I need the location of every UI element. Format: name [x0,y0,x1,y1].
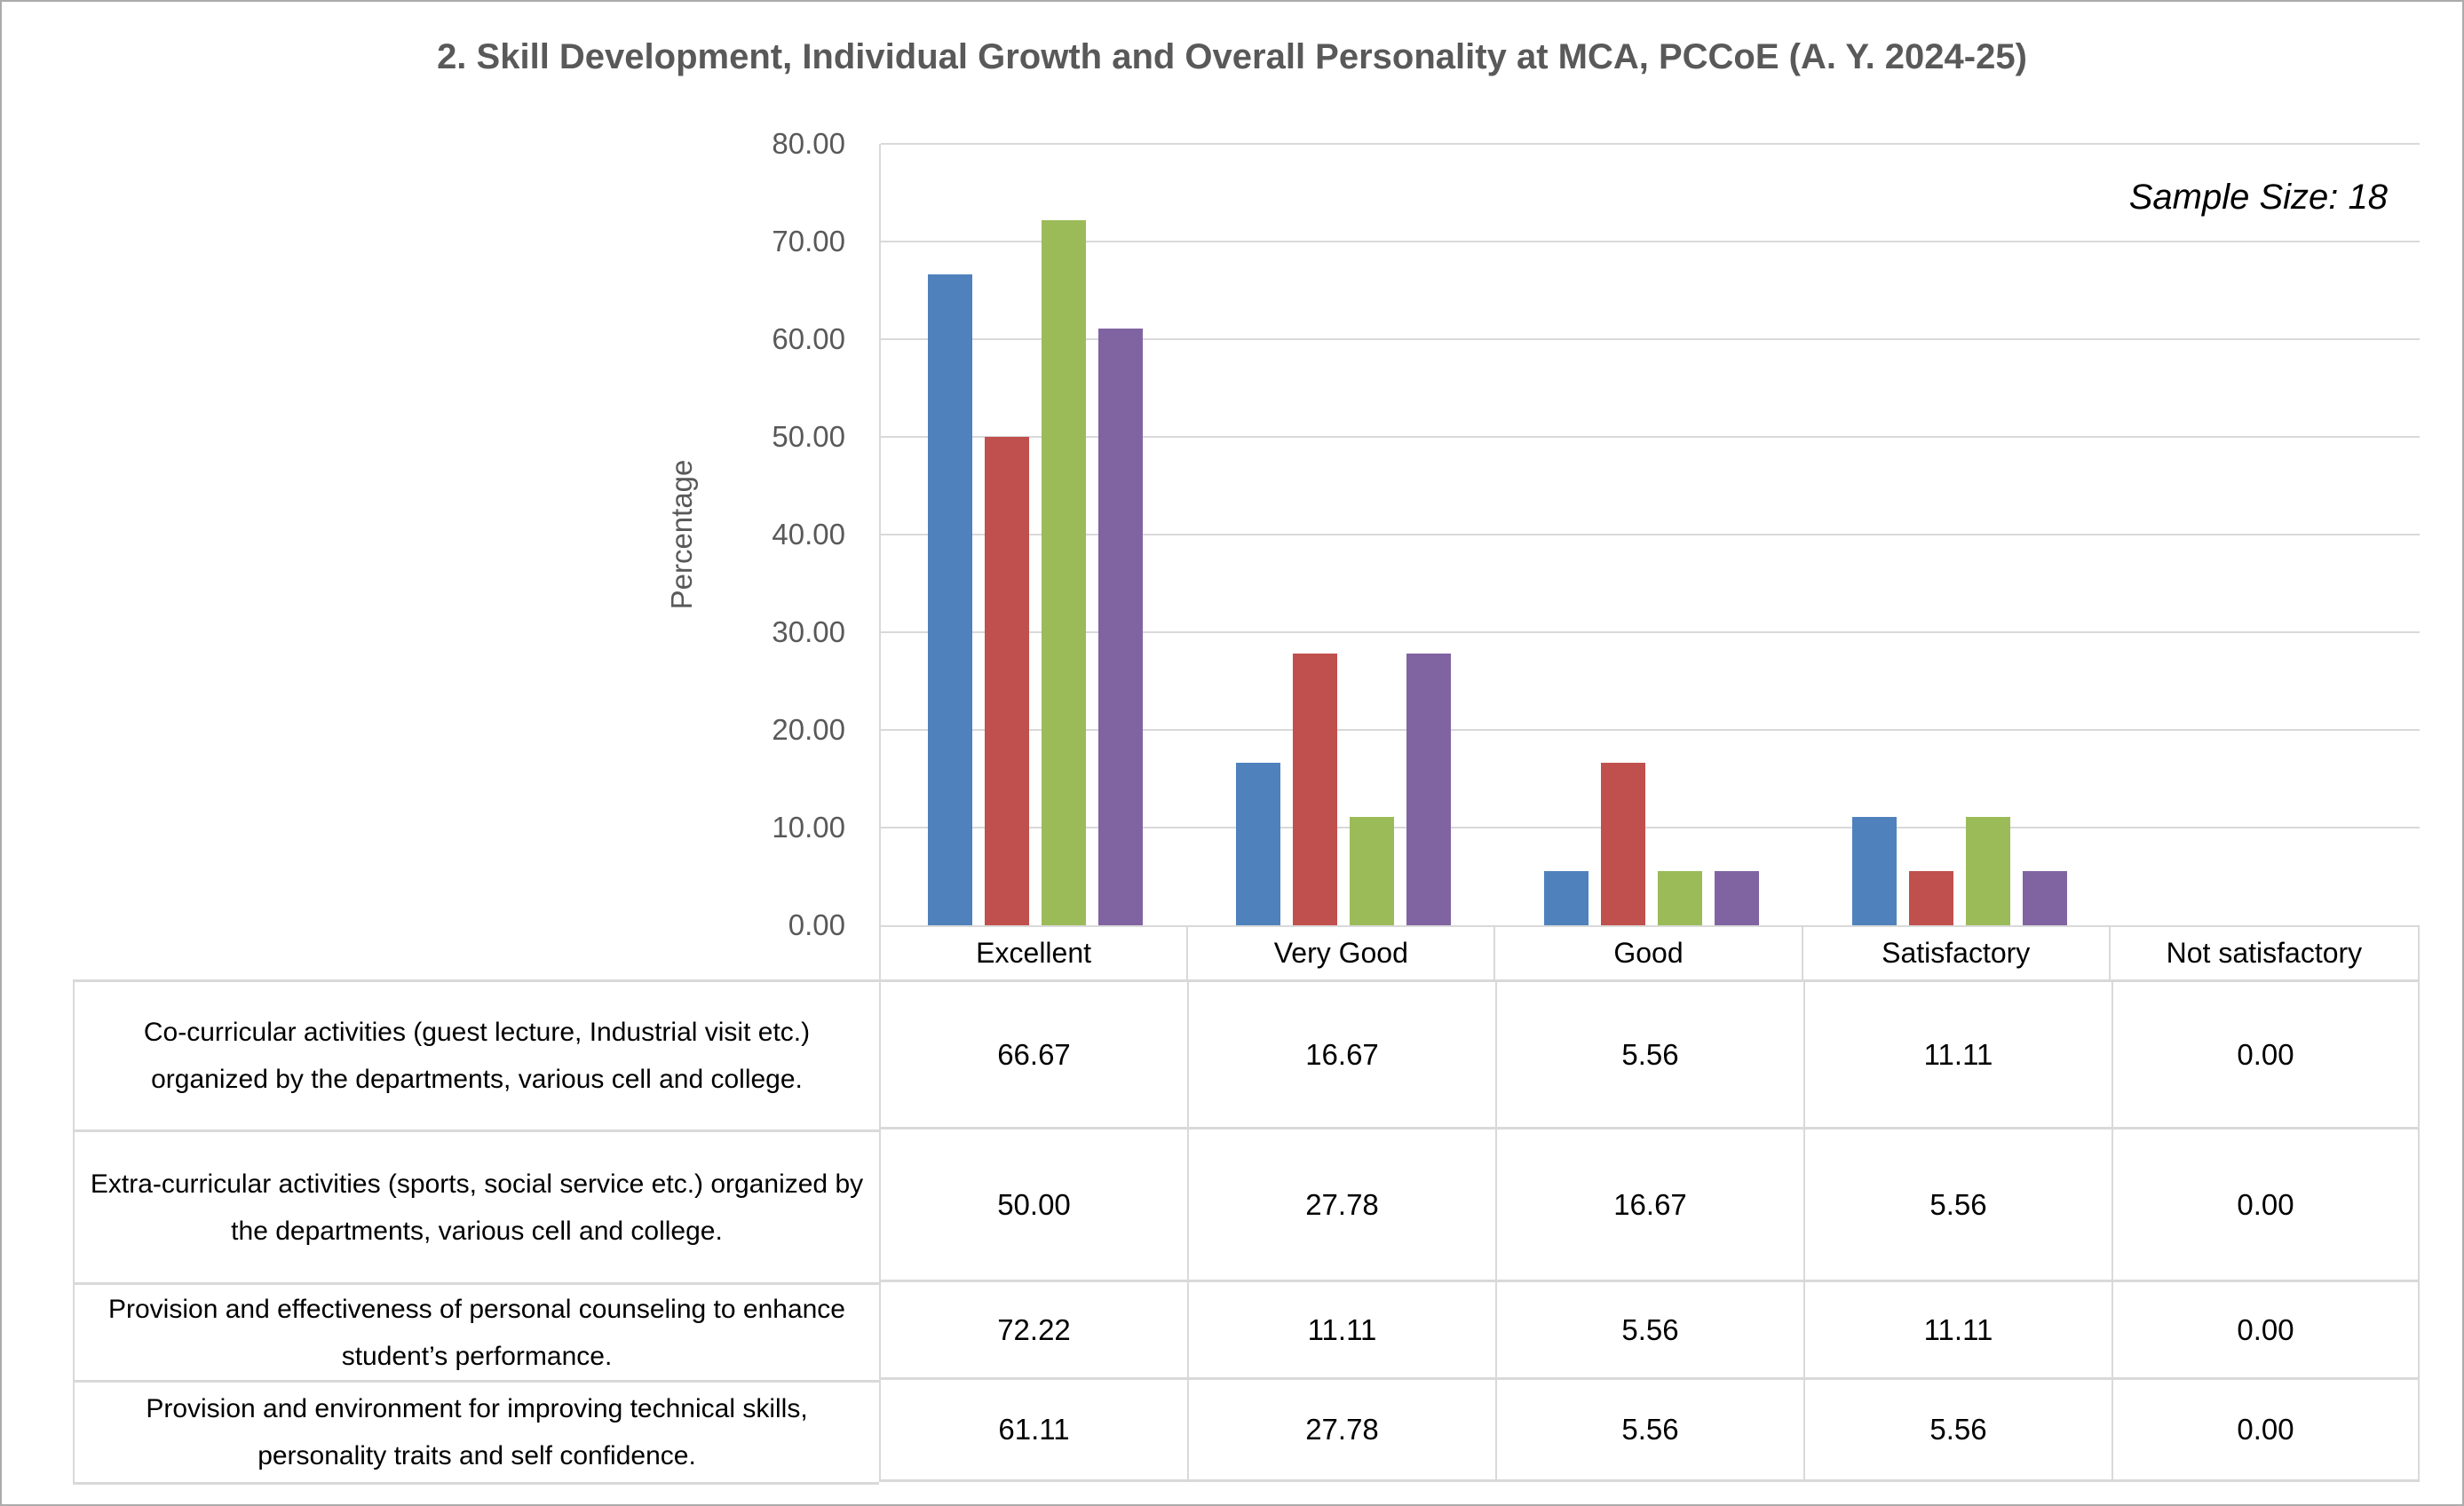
value-cell-r2-c3: 16.67 [1495,1130,1803,1282]
y-axis-tick-labels: 80.00 70.00 60.00 50.00 40.00 30.00 20.00 10.00… [623,126,845,943]
row-label-cell-3: Provision and effectiveness of personal … [73,1285,879,1383]
series-label-column: Co-curricular activities (guest lecture,… [73,979,879,1485]
y-tick-label: 20.00 [772,713,845,746]
y-tick-label: 10.00 [772,811,845,844]
bar-series2-good [1600,762,1645,925]
value-cell-r2-c2: 27.78 [1187,1130,1495,1282]
category-header-cell: Not satisfactory [2166,937,2363,969]
chart-title: 2. Skill Development, Individual Growth … [437,37,2027,76]
value-cell-r1-c4: 11.11 [1803,982,2111,1130]
gridline [881,631,2420,633]
row-label-cell-1: Co-curricular activities (guest lecture,… [73,982,879,1132]
plot-area [879,143,2420,925]
y-tick-label: 70.00 [772,225,845,258]
value-cell-r2-c4: 5.56 [1803,1130,2111,1282]
bar-series1-very-good [1235,762,1280,925]
value-cell-r2-c1: 50.00 [879,1130,1187,1282]
y-tick-label: 40.00 [772,518,845,551]
bar-series3-very-good [1349,816,1394,925]
category-header-cell: Good [1495,927,1803,979]
value-cell-r4-c1: 61.11 [879,1380,1187,1482]
gridline [881,436,2420,438]
value-cell-r1-c5: 0.00 [2111,982,2420,1130]
y-tick-label: 30.00 [772,615,845,648]
y-tick-label: 0.00 [788,908,845,941]
value-cell-r1-c1: 66.67 [879,982,1187,1130]
y-tick-label: 80.00 [772,127,845,160]
y-tick-label: 60.00 [772,322,845,355]
value-cell-r3-c5: 0.00 [2111,1282,2420,1380]
bar-series1-excellent [927,273,972,925]
bar-series4-satisfactory [2022,870,2067,925]
bar-series2-very-good [1292,654,1337,925]
category-header-cell: Excellent [881,927,1189,979]
gridline [881,241,2420,242]
gridline [881,338,2420,340]
value-cell-r3-c1: 72.22 [879,1282,1187,1380]
bar-series3-good [1657,870,1702,925]
value-cell-r1-c2: 16.67 [1187,982,1495,1130]
bar-series4-very-good [1406,654,1451,925]
category-header-cell: Satisfactory [1803,927,2111,979]
bar-series3-excellent [1041,219,1086,925]
value-cell-r3-c3: 5.56 [1495,1282,1803,1380]
value-cell-r3-c4: 11.11 [1803,1282,2111,1380]
bar-series4-good [1714,870,1759,925]
value-cell-r4-c5: 0.00 [2111,1380,2420,1482]
value-cell-r4-c3: 5.56 [1495,1380,1803,1482]
row-label-cell-4: Provision and environment for improving … [73,1383,879,1485]
gridline [881,827,2420,828]
value-cell-r1-c3: 5.56 [1495,982,1803,1130]
bar-series1-satisfactory [1851,816,1897,925]
value-cell-r3-c2: 11.11 [1187,1282,1495,1380]
bar-series1-good [1543,870,1589,925]
bar-series2-excellent [984,437,1029,925]
category-header-cell: Very Good [1188,927,1496,979]
bar-series3-satisfactory [1965,816,2010,925]
bar-series4-excellent [1097,328,1143,925]
value-cell-r2-c5: 0.00 [2111,1130,2420,1282]
sample-size-annotation: Sample Size: 18 [2128,178,2388,217]
category-header-row: Excellent Very Good Good Satisfactory Not sa… [879,925,2420,982]
bar-series2-satisfactory [1908,870,1953,925]
row-label-cell-2: Extra-curricular activities (sports, soc… [73,1132,879,1285]
y-tick-label: 50.00 [772,420,845,453]
gridline [881,534,2420,535]
value-cell-r4-c2: 27.78 [1187,1380,1495,1482]
value-cell-r4-c4: 5.56 [1803,1380,2111,1482]
data-table-values: 66.67 16.67 5.56 11.11 0.00 50.00 27.78 16.67 5.… [879,982,2420,1485]
gridline [881,729,2420,731]
gridline [881,143,2420,145]
